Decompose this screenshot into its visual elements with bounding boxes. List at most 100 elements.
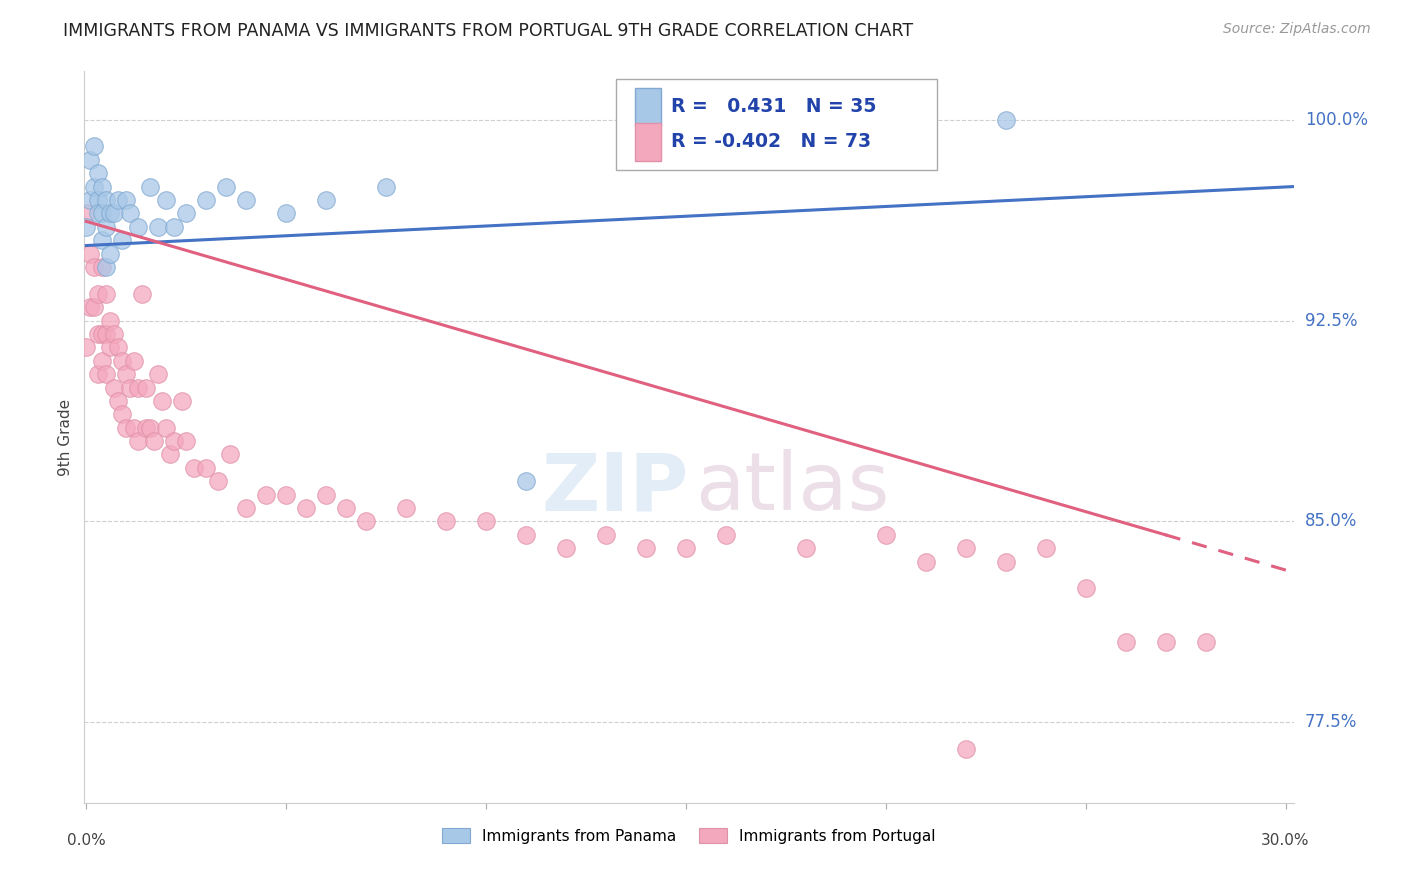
Text: 0.0%: 0.0% <box>67 833 105 848</box>
Point <box>139 420 162 434</box>
Point <box>83 260 105 274</box>
Point <box>135 380 157 394</box>
Point <box>87 326 110 341</box>
Point <box>87 166 110 180</box>
Point <box>475 515 498 529</box>
Text: 77.5%: 77.5% <box>1305 714 1357 731</box>
Point <box>276 206 298 220</box>
Text: ZIP: ZIP <box>541 450 689 527</box>
Point <box>87 193 110 207</box>
Text: 85.0%: 85.0% <box>1305 513 1357 531</box>
Point <box>79 193 101 207</box>
Point <box>219 448 242 462</box>
Point <box>634 541 657 556</box>
Point <box>120 206 142 220</box>
Point <box>75 206 97 220</box>
Point <box>127 219 149 234</box>
Point <box>91 260 114 274</box>
Point <box>163 219 186 234</box>
Point <box>111 233 134 247</box>
Point <box>515 475 537 489</box>
Point <box>96 260 118 274</box>
Point <box>83 139 105 153</box>
Point <box>155 193 177 207</box>
Point <box>555 541 578 556</box>
Point <box>150 393 173 408</box>
Point <box>994 555 1017 569</box>
Point <box>395 501 418 516</box>
Point <box>335 501 357 516</box>
Point <box>276 488 298 502</box>
Point <box>98 340 121 354</box>
Point <box>1115 635 1137 649</box>
FancyBboxPatch shape <box>616 78 936 170</box>
Point <box>107 393 129 408</box>
Bar <box>634 123 661 161</box>
Point <box>98 313 121 327</box>
Point <box>595 528 617 542</box>
Point <box>96 286 118 301</box>
Point <box>98 246 121 260</box>
Point <box>79 246 101 260</box>
Point <box>207 475 229 489</box>
Point <box>111 353 134 368</box>
Point <box>83 179 105 194</box>
Point <box>955 742 977 756</box>
Point <box>96 193 118 207</box>
Point <box>1194 635 1216 649</box>
Point <box>159 448 181 462</box>
Point <box>98 206 121 220</box>
Point <box>174 434 197 449</box>
Point <box>955 541 977 556</box>
Point <box>1154 635 1177 649</box>
Point <box>131 286 153 301</box>
Point <box>195 461 218 475</box>
Point <box>714 528 737 542</box>
Text: R = -0.402   N = 73: R = -0.402 N = 73 <box>671 132 870 151</box>
Point <box>794 541 817 556</box>
Text: 30.0%: 30.0% <box>1261 833 1310 848</box>
Point <box>83 300 105 314</box>
Point <box>120 380 142 394</box>
Point <box>163 434 186 449</box>
Point <box>135 420 157 434</box>
Point <box>315 193 337 207</box>
Y-axis label: 9th Grade: 9th Grade <box>58 399 73 475</box>
Point <box>124 420 146 434</box>
Point <box>143 434 166 449</box>
Point <box>515 528 537 542</box>
Point <box>91 179 114 194</box>
Text: atlas: atlas <box>695 450 890 527</box>
Bar <box>634 88 661 126</box>
Text: Source: ZipAtlas.com: Source: ZipAtlas.com <box>1223 22 1371 37</box>
Text: 100.0%: 100.0% <box>1305 111 1368 128</box>
Point <box>315 488 337 502</box>
Point <box>148 219 170 234</box>
Point <box>115 420 138 434</box>
Point <box>434 515 457 529</box>
Point <box>1074 582 1097 596</box>
Point <box>148 367 170 381</box>
Point <box>79 300 101 314</box>
Point <box>914 555 936 569</box>
Point <box>139 179 162 194</box>
Point <box>994 112 1017 127</box>
Point <box>91 353 114 368</box>
Point <box>96 326 118 341</box>
Point <box>215 179 238 194</box>
Point <box>91 206 114 220</box>
Point <box>75 340 97 354</box>
Point <box>172 393 194 408</box>
Point <box>103 206 125 220</box>
Text: IMMIGRANTS FROM PANAMA VS IMMIGRANTS FROM PORTUGAL 9TH GRADE CORRELATION CHART: IMMIGRANTS FROM PANAMA VS IMMIGRANTS FRO… <box>63 22 914 40</box>
Point <box>354 515 377 529</box>
Point <box>75 219 97 234</box>
Point <box>96 367 118 381</box>
Point <box>91 233 114 247</box>
Point <box>235 193 257 207</box>
Point <box>195 193 218 207</box>
Point <box>295 501 318 516</box>
Text: R =   0.431   N = 35: R = 0.431 N = 35 <box>671 97 876 116</box>
Point <box>91 326 114 341</box>
Text: 92.5%: 92.5% <box>1305 311 1357 329</box>
